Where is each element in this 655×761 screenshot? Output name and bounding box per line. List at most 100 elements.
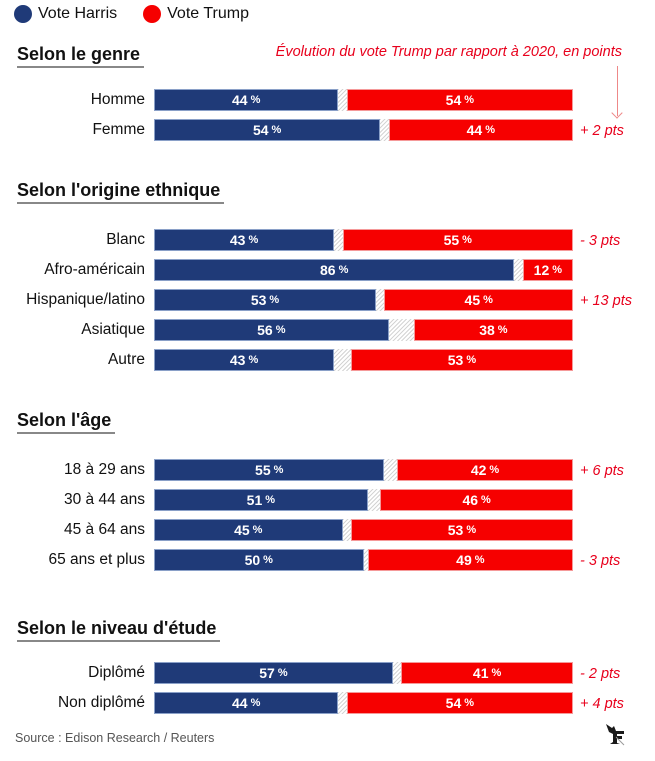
percent-sign: %: [491, 667, 502, 679]
percent-sign: %: [250, 697, 261, 709]
percent-sign: %: [466, 524, 477, 536]
bar-trump: 53%: [350, 519, 573, 541]
percent-sign: %: [263, 554, 273, 566]
bar-trump-value: 53: [447, 522, 464, 538]
bar-harris-value: 44: [232, 695, 248, 711]
trump-evolution-delta: + 13 pts: [580, 293, 632, 309]
row-label: 65 ans et plus: [48, 551, 145, 568]
bar-trump-value: 46: [462, 492, 479, 508]
bar-trump-value: 42: [470, 462, 487, 478]
section-title: Selon l'âge: [17, 410, 116, 434]
evolution-note: Évolution du vote Trump par rapport à 20…: [275, 44, 622, 60]
bar-harris: 53%: [154, 289, 377, 311]
bar-trump: 49%: [367, 549, 573, 571]
chart-row: 30 à 44 ans 51% 46%: [0, 489, 655, 511]
bar-trump: 44%: [388, 119, 573, 141]
row-label: Blanc: [106, 231, 145, 248]
trump-evolution-delta: - 3 pts: [580, 233, 621, 249]
bar-trump: 41%: [401, 662, 573, 684]
row-label: Non diplômé: [57, 694, 145, 711]
bar-other: [338, 692, 347, 714]
le-figaro-logo-icon: [606, 724, 625, 746]
percent-sign: %: [466, 354, 477, 366]
percent-sign: %: [464, 94, 475, 106]
bar-harris-value: 43: [229, 352, 246, 368]
bar-trump-value: 44: [466, 122, 483, 138]
bar-trump: 54%: [346, 89, 573, 111]
bar-trump: 55%: [342, 229, 573, 251]
legend: Vote Harris Vote Trump: [14, 5, 275, 23]
percent-sign: %: [273, 464, 284, 476]
chart-row: Homme 44% 54%: [0, 89, 655, 111]
row-label: 30 à 44 ans: [63, 491, 145, 508]
bar-trump-value: 55: [443, 232, 460, 248]
row-label: Asiatique: [81, 321, 145, 338]
section-title: Selon l'origine ethnique: [17, 180, 225, 204]
bar-trump: 46%: [380, 489, 573, 511]
bar-harris: 57%: [154, 662, 393, 684]
bar-trump: 12%: [522, 259, 573, 281]
bar-trump-value: 38: [479, 322, 495, 338]
bar-harris: 45%: [154, 519, 343, 541]
bar-harris: 44%: [154, 89, 339, 111]
bar-trump: 42%: [397, 459, 573, 481]
percent-sign: %: [269, 294, 280, 306]
percent-sign: %: [248, 234, 259, 246]
percent-sign: %: [275, 324, 286, 336]
chart-row: Autre 43% 53%: [0, 349, 655, 371]
bar-harris: 55%: [154, 459, 385, 481]
bar-trump: 54%: [346, 692, 573, 714]
percent-sign: %: [497, 324, 508, 336]
bar-other: [367, 489, 381, 511]
percent-sign: %: [483, 294, 493, 306]
bar-harris-value: 43: [229, 232, 246, 248]
bar-harris-value: 50: [244, 552, 261, 568]
bar-other: [342, 519, 351, 541]
legend-item-harris: Vote Harris: [14, 5, 117, 23]
bar-harris: 56%: [154, 319, 389, 341]
row-label: Homme: [90, 91, 145, 108]
bar-other: [376, 289, 385, 311]
percent-sign: %: [265, 494, 276, 506]
bar-trump-value: 53: [447, 352, 464, 368]
bar-harris-value: 54: [252, 122, 269, 138]
percent-sign: %: [481, 494, 491, 506]
row-label: 45 à 64 ans: [63, 521, 145, 538]
percent-sign: %: [277, 667, 288, 679]
bar-harris-value: 56: [257, 322, 273, 338]
row-label: Afro-américain: [44, 261, 145, 278]
chart-row: Asiatique 56% 38%: [0, 319, 655, 341]
bar-other: [392, 662, 402, 684]
bar-other: [334, 349, 351, 371]
legend-label-trump: Vote Trump: [167, 5, 249, 22]
bar-trump-value: 54: [445, 92, 462, 108]
bar-harris: 51%: [154, 489, 368, 511]
bar-harris-value: 44: [232, 92, 248, 108]
bar-other: [334, 229, 343, 251]
bar-other: [363, 549, 368, 571]
bar-harris: 44%: [154, 692, 339, 714]
bar-harris: 43%: [154, 229, 335, 251]
bar-trump: 53%: [350, 349, 573, 371]
row-label: 18 à 29 ans: [63, 461, 145, 478]
percent-sign: %: [474, 554, 485, 566]
trump-evolution-delta: + 4 pts: [580, 696, 624, 712]
bar-trump-value: 54: [445, 695, 462, 711]
chart-row: 18 à 29 ans 55% 42% + 6 pts: [0, 459, 655, 481]
row-label: Autre: [107, 351, 145, 368]
trump-dot-icon: [143, 5, 162, 23]
percent-sign: %: [552, 264, 563, 276]
trump-evolution-delta: + 6 pts: [580, 463, 624, 479]
percent-sign: %: [489, 464, 500, 476]
chart-row: Non diplômé 44% 54% + 4 pts: [0, 692, 655, 714]
section-title: Selon le genre: [17, 44, 145, 68]
chart-row: Femme 54% 44% + 2 pts: [0, 119, 655, 141]
chart-row: Afro-américain 86% 12%: [0, 259, 655, 281]
trump-evolution-delta: - 2 pts: [580, 666, 621, 682]
bar-trump: 45%: [384, 289, 573, 311]
bar-harris: 86%: [154, 259, 515, 281]
bar-harris: 50%: [154, 549, 364, 571]
percent-sign: %: [485, 124, 495, 136]
trump-evolution-delta: - 3 pts: [580, 553, 621, 569]
chart-row: Hispanique/latino 53% 45% + 13 pts: [0, 289, 655, 311]
